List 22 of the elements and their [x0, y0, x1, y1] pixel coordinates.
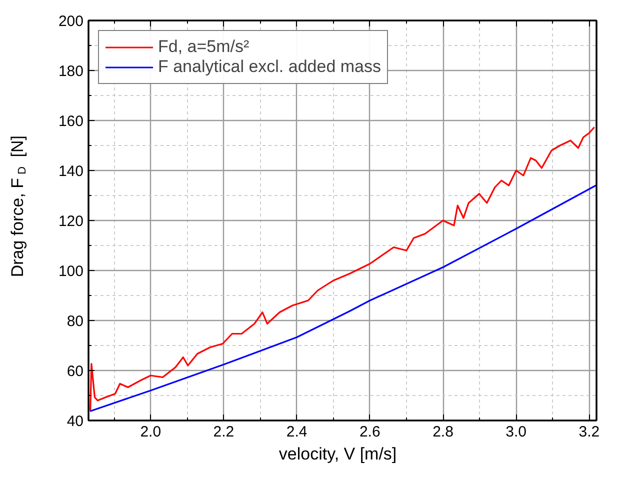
x-tick-label: 2.8 — [432, 424, 454, 440]
y-tick-label: 180 — [58, 63, 84, 80]
x-tick-label: 2.6 — [359, 424, 380, 440]
y-tick-label: 120 — [58, 213, 84, 230]
x-tick-label: 3.0 — [506, 424, 527, 440]
y-tick-label: 140 — [58, 163, 84, 180]
y-axis-title: Drag force, FD [N] — [8, 135, 28, 278]
x-tick-label: 2.2 — [213, 424, 234, 440]
legend-label: F analytical excl. added mass — [158, 57, 381, 77]
x-tick-label: 2.4 — [286, 424, 308, 440]
x-tick-label: 2.0 — [140, 424, 162, 440]
y-tick-label: 160 — [58, 113, 84, 130]
y-tick-label: 200 — [58, 13, 84, 30]
y-tick-label: 100 — [58, 263, 84, 280]
x-tick-label: 3.2 — [578, 424, 600, 440]
x-axis-title: velocity, V [m/s] — [278, 444, 397, 464]
y-tick-label: 60 — [66, 363, 84, 380]
line-series — [90, 126, 596, 412]
line-series — [89, 184, 596, 412]
y-tick-label: 40 — [66, 413, 84, 430]
legend-label: Fd, a=5m/s² — [158, 37, 250, 57]
y-tick-label: 80 — [66, 313, 84, 330]
